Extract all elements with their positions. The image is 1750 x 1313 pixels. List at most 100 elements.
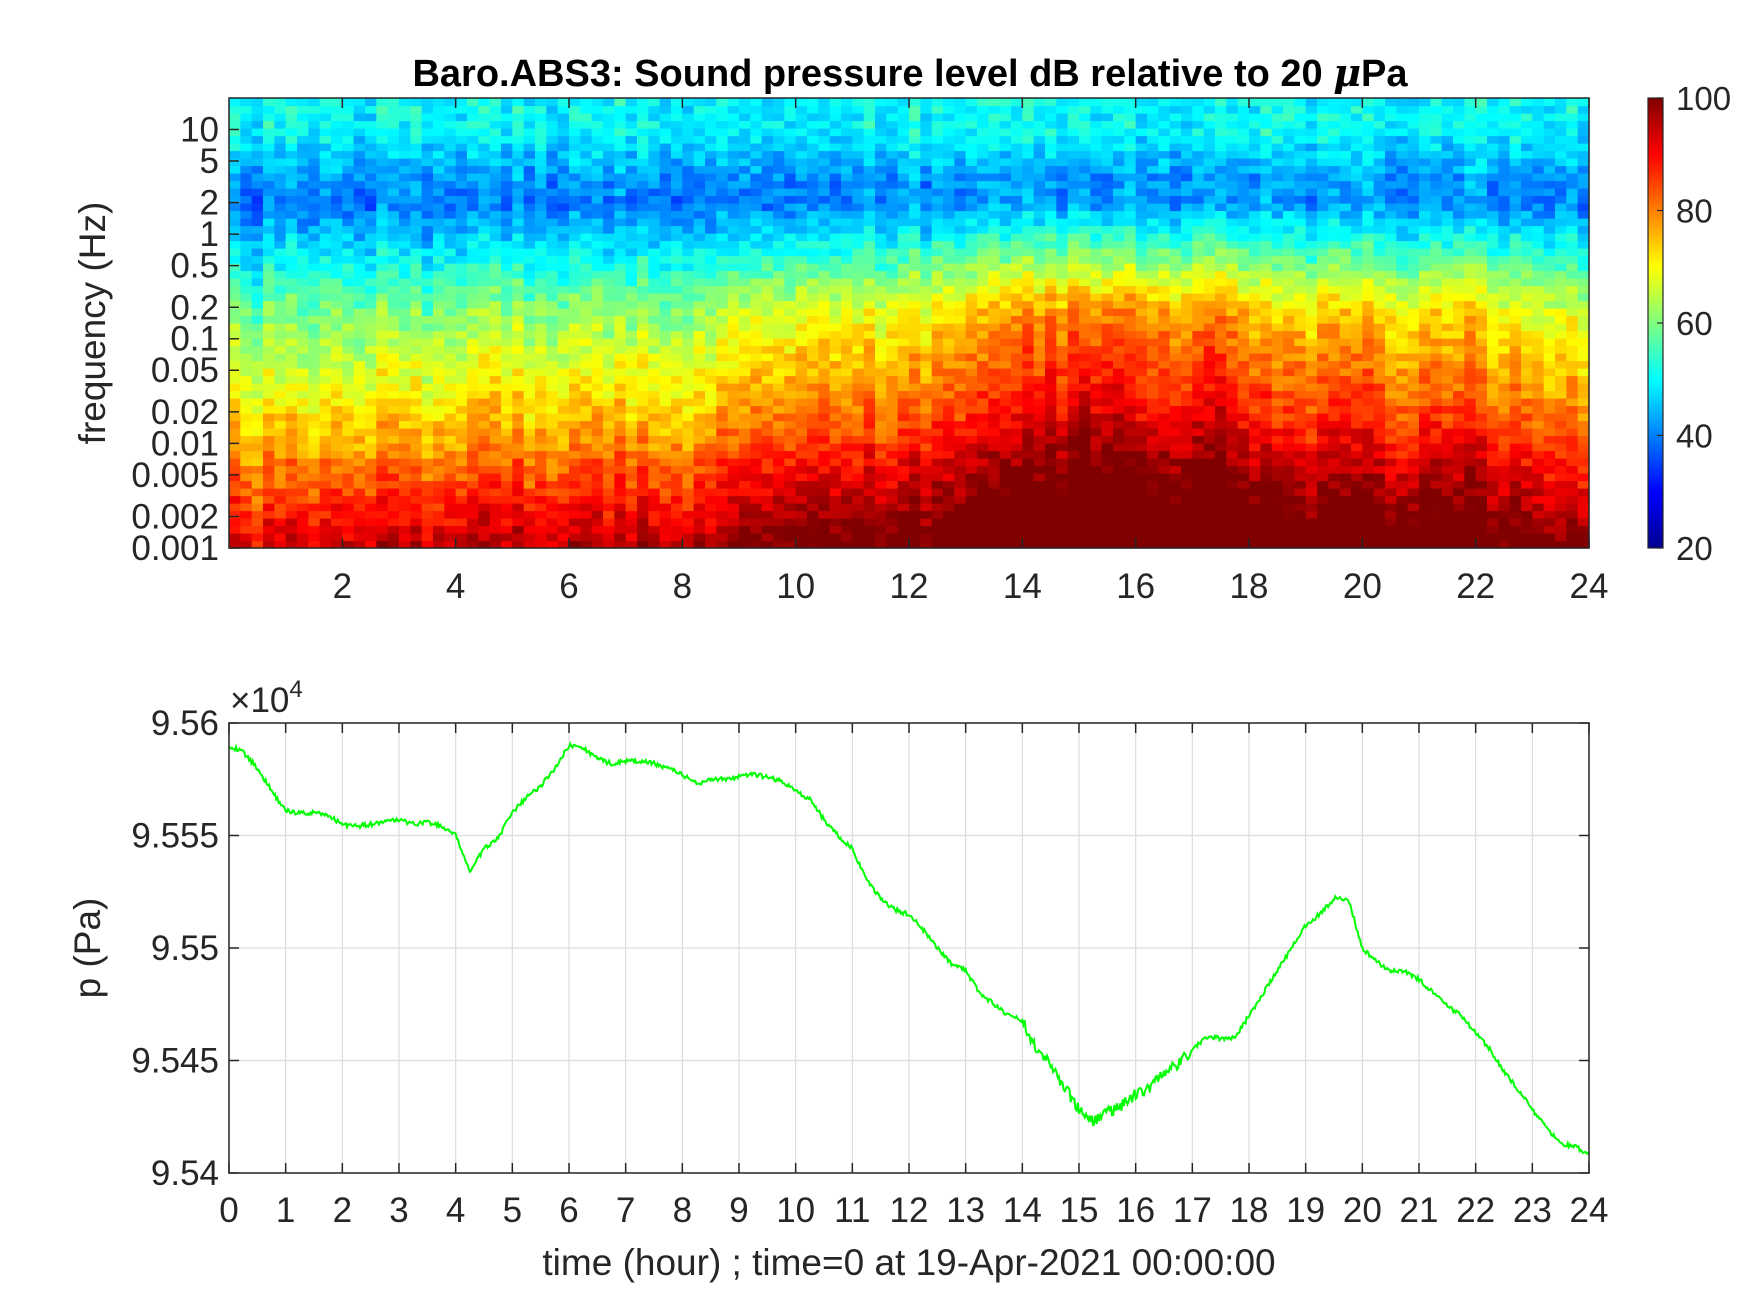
spectrogram-cell	[750, 353, 763, 362]
spectrogram-cell	[285, 218, 298, 227]
spectrogram-cell	[920, 293, 933, 302]
spectrogram-cell	[852, 353, 865, 362]
spectrogram-cell	[807, 173, 819, 182]
spectrogram-cell	[829, 398, 842, 407]
spectrogram-cell	[897, 270, 910, 279]
spectrogram-cell	[739, 375, 751, 384]
spectrogram-cell	[875, 255, 887, 264]
spectrogram-cell	[784, 368, 797, 377]
spectrogram-cell	[1113, 270, 1125, 279]
spectrogram-cell	[1113, 263, 1125, 272]
spectrogram-cell	[965, 338, 978, 347]
spectrogram-cell	[852, 210, 865, 219]
spectrogram-title-text: Baro.ABS3: Sound pressure level dB relat…	[412, 53, 1334, 95]
spectrogram-cell	[285, 443, 298, 452]
spectrogram-cell	[1033, 143, 1046, 152]
spectrogram-cell	[433, 413, 445, 422]
spectrogram-cell	[1045, 195, 1057, 204]
spectrogram-cell	[920, 105, 933, 114]
spectrogram-cell	[705, 278, 717, 287]
spectrogram-cell	[1113, 435, 1125, 444]
spectrogram-cell	[1079, 285, 1091, 294]
spectrogram-cell	[240, 533, 253, 542]
spectrogram-cell	[557, 495, 570, 504]
spectrogram-cell	[909, 300, 921, 309]
spectrogram-cell	[852, 443, 865, 452]
spectrogram-cell	[1113, 128, 1125, 137]
spectrogram-cell	[1022, 270, 1035, 279]
spectrogram-cell	[1101, 98, 1114, 107]
spectrogram-cell	[546, 240, 559, 249]
spectrogram-cell	[580, 345, 593, 354]
spectrogram-cell	[365, 458, 377, 467]
spectrogram-cell	[444, 218, 457, 227]
spectrogram-cell	[648, 420, 661, 429]
spectrogram-cell	[1033, 525, 1046, 534]
spectrogram-cell	[807, 195, 819, 204]
spectrogram-cell	[421, 98, 434, 107]
spectrogram-cell	[818, 413, 831, 422]
spectrogram-cell	[716, 398, 729, 407]
spectrogram-cell	[1135, 225, 1148, 234]
spectrogram-cell	[433, 435, 445, 444]
spectrogram-cell	[603, 465, 615, 474]
spectrogram-cell	[659, 195, 672, 204]
spectrogram-cell	[1113, 450, 1125, 459]
spectrogram-cell	[308, 480, 321, 489]
spectrogram-cell	[1113, 165, 1125, 174]
spectrogram-cell	[489, 300, 502, 309]
spectrogram-cell	[274, 338, 287, 347]
spectrogram-cell	[365, 353, 377, 362]
spectrogram-cell	[308, 473, 321, 482]
spectrogram-cell	[263, 495, 275, 504]
spectrogram-cell	[784, 405, 797, 414]
spectrogram-cell	[387, 540, 400, 549]
spectrogram-cell	[750, 428, 763, 437]
spectrogram-cell	[965, 405, 978, 414]
spectrogram-cell	[716, 233, 729, 242]
spectrogram-cell	[478, 503, 491, 512]
spectrogram-cell	[988, 473, 1001, 482]
spectrogram-cell	[501, 165, 513, 174]
spectrogram-cell	[1135, 300, 1148, 309]
spectrogram-cell	[580, 158, 593, 167]
spectrogram-cell	[1113, 480, 1125, 489]
spectrogram-cell	[342, 390, 355, 399]
spectrogram-cell	[1101, 218, 1114, 227]
spectrogram-cell	[795, 368, 808, 377]
spectrogram-cell	[1011, 533, 1023, 542]
spectrogram-cell	[274, 518, 287, 527]
spectrogram-cell	[308, 315, 321, 324]
spectrogram-cell	[682, 120, 695, 129]
spectrogram-cell	[761, 450, 774, 459]
spectrogram-cell	[954, 323, 967, 332]
spectrogram-cell	[1090, 465, 1103, 474]
spectrogram-cell	[387, 113, 400, 122]
spectrogram-cell	[1056, 263, 1069, 272]
spectrogram-cell	[478, 368, 491, 377]
spectrogram-cell	[705, 263, 717, 272]
spectrogram-cell	[920, 285, 933, 294]
spectrogram-cell	[1147, 255, 1159, 264]
spectrogram-cell	[795, 465, 808, 474]
spectrogram-cell	[444, 135, 457, 144]
spectrogram-cell	[308, 375, 321, 384]
spectrogram-cell	[897, 488, 910, 497]
spectrogram-cell	[671, 330, 683, 339]
spectrogram-cell	[716, 218, 729, 227]
spectrogram-cell	[1022, 173, 1035, 182]
spectrogram-cell	[274, 158, 287, 167]
spectrogram-cell	[705, 323, 717, 332]
spectrogram-cell	[1045, 165, 1057, 174]
spectrogram-cell	[954, 180, 967, 189]
spectrogram-cell	[637, 525, 649, 534]
spectrogram-cell	[886, 158, 899, 167]
spectrogram-cell	[478, 338, 491, 347]
spectrogram-cell	[478, 525, 491, 534]
spectrogram-cell	[1158, 353, 1171, 362]
spectrogram-cell	[365, 293, 377, 302]
spectrogram-cell	[1124, 473, 1137, 482]
spectrogram-cell	[920, 390, 933, 399]
spectrogram-cell	[637, 518, 649, 527]
spectrogram-cell	[943, 375, 955, 384]
